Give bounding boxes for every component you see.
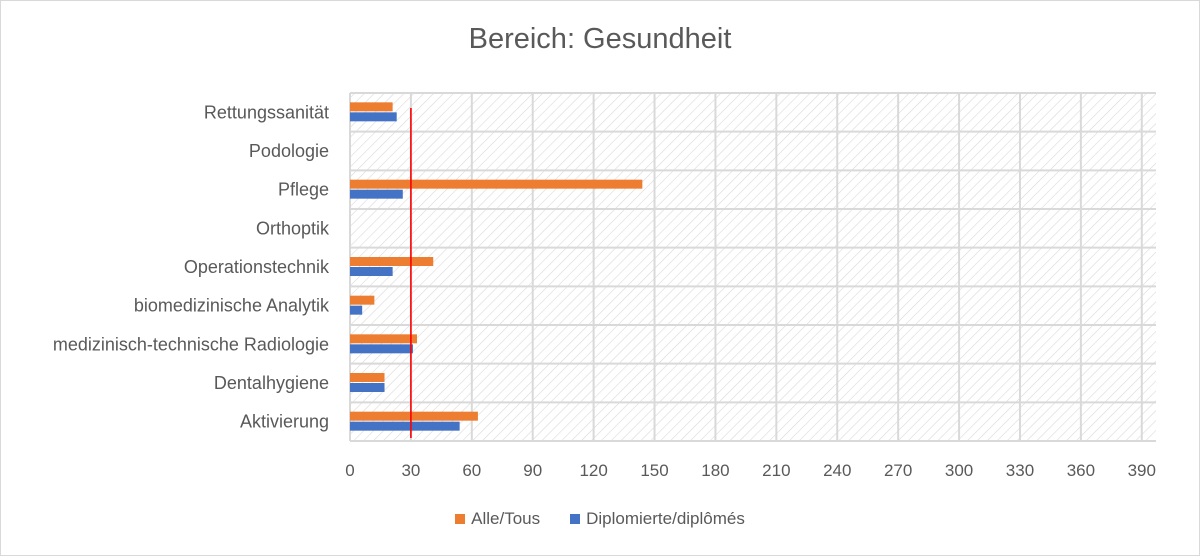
x-tick-label: 270 xyxy=(884,461,912,480)
bar-diplomierte xyxy=(350,421,460,431)
x-tick-label: 180 xyxy=(701,461,729,480)
bar-diplomierte xyxy=(350,112,397,122)
bar-diplomierte xyxy=(350,267,393,276)
x-tick-label: 0 xyxy=(345,461,354,480)
bar-alle xyxy=(350,257,434,266)
bar-alle xyxy=(350,295,375,305)
x-tick-label: 240 xyxy=(823,461,851,480)
legend-swatch xyxy=(570,514,581,524)
chart-title: Bereich: Gesundheit xyxy=(468,23,732,55)
bar-alle xyxy=(350,102,393,112)
x-tick-label: 150 xyxy=(640,461,668,480)
legend-swatch xyxy=(455,514,466,524)
plot-area xyxy=(350,93,1156,441)
y-category-label: Aktivierung xyxy=(240,412,329,432)
bar-diplomierte xyxy=(350,383,385,392)
bar-alle xyxy=(350,179,643,189)
x-tick-label: 210 xyxy=(762,461,790,480)
bar-diplomierte xyxy=(350,189,403,199)
x-tick-label: 330 xyxy=(1006,461,1034,480)
bar-diplomierte xyxy=(350,305,363,315)
bar-alle xyxy=(350,334,417,344)
y-category-label: Operationstechnik xyxy=(184,257,330,277)
legend-label: Alle/Tous xyxy=(471,509,541,528)
y-category-label: Podologie xyxy=(249,141,329,161)
bar-diplomierte xyxy=(350,344,413,354)
x-tick-label: 120 xyxy=(579,461,607,480)
legend-item: Diplomierte/diplômés xyxy=(570,509,745,529)
y-category-label: Pflege xyxy=(278,180,329,200)
x-tick-label: 30 xyxy=(401,461,420,480)
bar-alle xyxy=(350,411,478,421)
legend-label: Diplomierte/diplômés xyxy=(586,509,745,528)
x-tick-label: 300 xyxy=(945,461,973,480)
y-category-label: Rettungssanität xyxy=(204,102,329,122)
x-tick-label: 90 xyxy=(523,461,542,480)
legend-item: Alle/Tous xyxy=(455,509,540,529)
bar-alle xyxy=(350,373,385,382)
y-category-label: medizinisch-technische Radiologie xyxy=(53,334,329,354)
y-category-label: Orthoptik xyxy=(256,218,330,238)
y-category-label: biomedizinische Analytik xyxy=(134,296,330,316)
x-tick-label: 360 xyxy=(1067,461,1095,480)
legend: Alle/Tous Diplomierte/diplômés xyxy=(1,509,1199,529)
x-tick-label: 390 xyxy=(1128,461,1156,480)
y-category-label: Dentalhygiene xyxy=(214,373,329,393)
x-tick-label: 60 xyxy=(462,461,481,480)
